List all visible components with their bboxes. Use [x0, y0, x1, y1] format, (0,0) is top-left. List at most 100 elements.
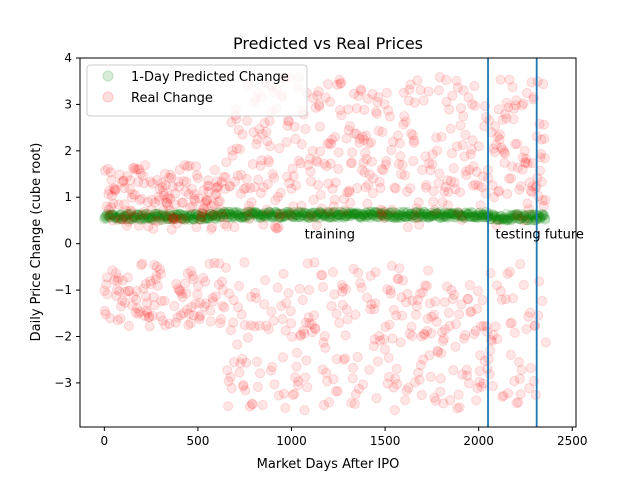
- predicted-change-point: [197, 211, 208, 223]
- predicted-change-point: [256, 212, 267, 223]
- real-change-point: [131, 286, 142, 297]
- real-change-point: [434, 168, 445, 179]
- real-change-point: [432, 145, 443, 156]
- real-change-point: [215, 318, 226, 329]
- predicted-change-point: [198, 211, 209, 222]
- real-change-point: [237, 129, 248, 140]
- predicted-change-point: [152, 211, 163, 222]
- real-change-point: [438, 333, 449, 344]
- predicted-change-point: [321, 209, 332, 220]
- predicted-change-point: [337, 207, 348, 218]
- real-change-point: [398, 87, 409, 98]
- predicted-change-point: [290, 209, 301, 221]
- real-change-point: [296, 139, 307, 150]
- real-change-point: [471, 166, 482, 177]
- real-change-point: [148, 291, 159, 302]
- real-change-point: [345, 197, 356, 209]
- real-change-point: [403, 95, 414, 106]
- real-change-point: [138, 283, 149, 294]
- real-change-point: [259, 299, 270, 310]
- real-change-point: [379, 334, 390, 345]
- real-change-point: [251, 139, 262, 150]
- predicted-change-point: [194, 212, 205, 223]
- real-change-point: [424, 350, 435, 361]
- predicted-change-point: [263, 209, 274, 220]
- real-change-point: [336, 280, 347, 291]
- predicted-change-point: [294, 212, 305, 223]
- predicted-change-point: [213, 210, 224, 221]
- predicted-change-point: [243, 210, 254, 221]
- real-change-point: [118, 175, 129, 186]
- predicted-change-point: [369, 207, 380, 218]
- real-change-point: [394, 138, 405, 149]
- real-change-point: [383, 352, 394, 363]
- predicted-change-point: [351, 209, 362, 220]
- predicted-change-point: [431, 208, 443, 219]
- predicted-change-point: [423, 212, 434, 223]
- predicted-change-point: [319, 210, 330, 221]
- real-change-point: [514, 184, 525, 195]
- real-change-point: [320, 92, 331, 103]
- real-change-point: [446, 284, 457, 296]
- real-change-point: [452, 403, 463, 414]
- real-change-point: [304, 318, 315, 329]
- real-change-point: [473, 180, 484, 191]
- real-change-point: [162, 214, 173, 225]
- predicted-change-point: [99, 213, 110, 224]
- predicted-change-point: [246, 207, 258, 218]
- predicted-change-point: [117, 214, 128, 225]
- predicted-change-point: [382, 209, 393, 220]
- predicted-change-point: [490, 211, 501, 222]
- real-change-point: [256, 155, 267, 166]
- predicted-change-point: [296, 207, 307, 218]
- predicted-change-point: [111, 212, 122, 223]
- predicted-change-point: [178, 210, 190, 221]
- predicted-change-point: [209, 209, 220, 220]
- predicted-change-point: [228, 206, 239, 217]
- predicted-change-point: [472, 210, 483, 221]
- predicted-change-point: [430, 208, 441, 219]
- real-change-point: [143, 221, 154, 232]
- real-change-point: [505, 318, 516, 329]
- real-change-point: [392, 130, 404, 141]
- real-change-point: [136, 259, 147, 271]
- predicted-change-point: [282, 208, 293, 219]
- real-change-point: [518, 98, 529, 109]
- predicted-change-point: [243, 206, 255, 217]
- real-change-point: [258, 219, 269, 230]
- real-change-point: [390, 373, 401, 384]
- predicted-change-point: [285, 210, 296, 221]
- real-change-point: [378, 165, 389, 176]
- predicted-change-point: [382, 210, 393, 221]
- real-change-point: [156, 177, 167, 188]
- real-change-point: [158, 205, 169, 216]
- predicted-change-point: [369, 206, 380, 217]
- real-change-point: [245, 320, 256, 331]
- predicted-change-point: [129, 213, 140, 224]
- predicted-change-point: [424, 212, 435, 223]
- predicted-change-point: [407, 208, 418, 219]
- real-change-point: [171, 214, 182, 225]
- predicted-change-point: [395, 212, 406, 223]
- real-change-point: [487, 381, 498, 392]
- real-change-point: [194, 297, 206, 309]
- real-change-point: [261, 126, 272, 138]
- real-change-point: [112, 315, 123, 326]
- real-change-point: [152, 280, 163, 291]
- predicted-change-point: [421, 208, 432, 219]
- predicted-change-point: [358, 210, 369, 221]
- real-change-point: [389, 405, 400, 416]
- real-change-point: [325, 158, 336, 169]
- real-change-point: [159, 168, 171, 179]
- real-change-point: [126, 192, 137, 203]
- real-change-point: [286, 183, 297, 194]
- predicted-change-point: [524, 213, 535, 224]
- predicted-change-point: [145, 212, 156, 223]
- predicted-change-point: [268, 209, 279, 220]
- real-change-point: [463, 92, 474, 103]
- predicted-change-point: [453, 208, 464, 219]
- real-change-point: [478, 378, 489, 389]
- predicted-change-point: [295, 211, 306, 222]
- real-change-point: [175, 286, 186, 297]
